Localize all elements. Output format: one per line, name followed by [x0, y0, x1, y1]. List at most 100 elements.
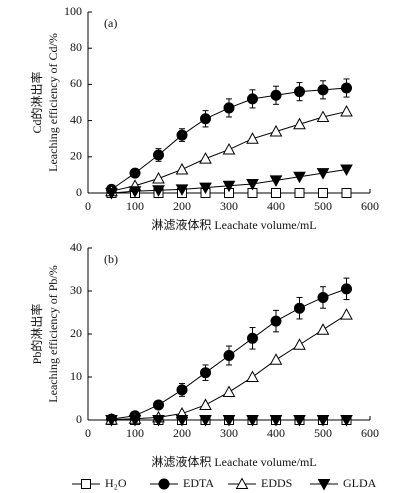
- marker: [222, 143, 236, 155]
- y-tick-label: 60: [70, 76, 82, 90]
- marker: [200, 367, 211, 379]
- x-tick-label: 0: [85, 199, 91, 213]
- marker: [269, 415, 283, 427]
- marker: [199, 182, 212, 195]
- marker: [199, 415, 212, 427]
- marker: [246, 132, 259, 144]
- legend-marker: [235, 477, 249, 489]
- marker: [247, 93, 258, 105]
- marker: [175, 162, 189, 175]
- x-tick-label: 600: [361, 426, 379, 440]
- legend-marker: [158, 478, 170, 490]
- marker: [246, 415, 259, 427]
- marker: [223, 350, 235, 361]
- legend-marker: [317, 479, 331, 491]
- marker: [152, 185, 165, 197]
- x-tick-label: 500: [314, 426, 332, 440]
- marker: [340, 308, 353, 320]
- x-tick-label: 500: [314, 199, 332, 213]
- marker: [152, 415, 165, 427]
- marker: [199, 152, 212, 164]
- marker: [246, 178, 259, 191]
- marker: [293, 415, 306, 427]
- legend-label: EDDS: [261, 476, 292, 490]
- marker: [175, 184, 189, 196]
- y-tick-label: 20: [70, 149, 82, 163]
- legend-label: H₂O: [105, 476, 127, 490]
- marker: [200, 113, 211, 125]
- x-tick-label: 300: [220, 426, 238, 440]
- y-tick-label: 20: [70, 326, 82, 340]
- marker: [153, 149, 164, 161]
- y-tick-label: 0: [76, 185, 82, 199]
- x-tick-label: 100: [126, 199, 144, 213]
- marker: [316, 168, 330, 180]
- marker: [153, 399, 164, 411]
- marker: [293, 171, 306, 184]
- x-axis-label: 淋滤液体积 Leachate volume/mL: [151, 454, 316, 469]
- marker: [293, 338, 306, 350]
- marker: [316, 323, 330, 335]
- marker: [105, 188, 118, 200]
- marker: [318, 188, 328, 198]
- marker: [152, 171, 165, 184]
- y-tick-label: 10: [70, 369, 82, 383]
- marker: [176, 384, 188, 396]
- x-tick-label: 200: [173, 426, 191, 440]
- marker: [340, 105, 353, 117]
- marker: [222, 415, 236, 427]
- marker: [246, 370, 259, 382]
- y-tick-label: 40: [70, 240, 82, 254]
- x-tick-label: 200: [173, 199, 191, 213]
- y-tick-label: 40: [70, 112, 82, 126]
- marker: [317, 84, 329, 96]
- marker: [222, 385, 236, 398]
- marker: [269, 353, 283, 365]
- y-axis-label: Leaching efficiency of Cd/%: [46, 33, 60, 172]
- y-tick-label: 0: [76, 412, 82, 426]
- marker: [269, 175, 283, 187]
- marker: [175, 415, 189, 427]
- marker: [222, 180, 236, 193]
- marker: [176, 129, 188, 141]
- legend-marker: [81, 479, 91, 489]
- marker: [105, 415, 118, 427]
- y-axis-label: Pb的淋出率: [29, 304, 44, 365]
- marker: [223, 102, 235, 114]
- x-tick-label: 0: [85, 426, 91, 440]
- x-tick-label: 100: [126, 426, 144, 440]
- marker: [317, 291, 329, 303]
- marker: [294, 302, 305, 314]
- series-line: [111, 314, 347, 421]
- legend-label: EDTA: [183, 476, 214, 490]
- marker: [271, 188, 281, 198]
- x-tick-label: 400: [267, 199, 285, 213]
- marker: [269, 124, 283, 137]
- y-axis-label: Cd的淋出率: [29, 71, 44, 133]
- y-tick-label: 30: [70, 283, 82, 297]
- marker: [316, 415, 330, 427]
- panel-label: (b): [104, 252, 118, 266]
- y-tick-label: 80: [70, 40, 82, 54]
- marker: [340, 415, 353, 427]
- marker: [199, 398, 212, 410]
- y-tick-label: 100: [64, 4, 82, 18]
- marker: [340, 164, 353, 177]
- marker: [247, 332, 258, 344]
- x-axis-label: 淋滤液体积 Leachate volume/mL: [151, 217, 316, 232]
- marker: [293, 117, 306, 130]
- marker: [128, 415, 142, 427]
- y-axis-label: Leaching efficiency of Pb/%: [46, 265, 60, 402]
- x-tick-label: 600: [361, 199, 379, 213]
- x-tick-label: 300: [220, 199, 238, 213]
- legend-label: GLDA: [343, 476, 377, 490]
- marker: [129, 167, 141, 179]
- marker: [270, 315, 282, 327]
- marker: [294, 188, 305, 198]
- panel-label: (a): [104, 16, 117, 30]
- marker: [341, 188, 352, 198]
- marker: [270, 89, 282, 101]
- marker: [341, 283, 352, 295]
- marker: [294, 86, 305, 98]
